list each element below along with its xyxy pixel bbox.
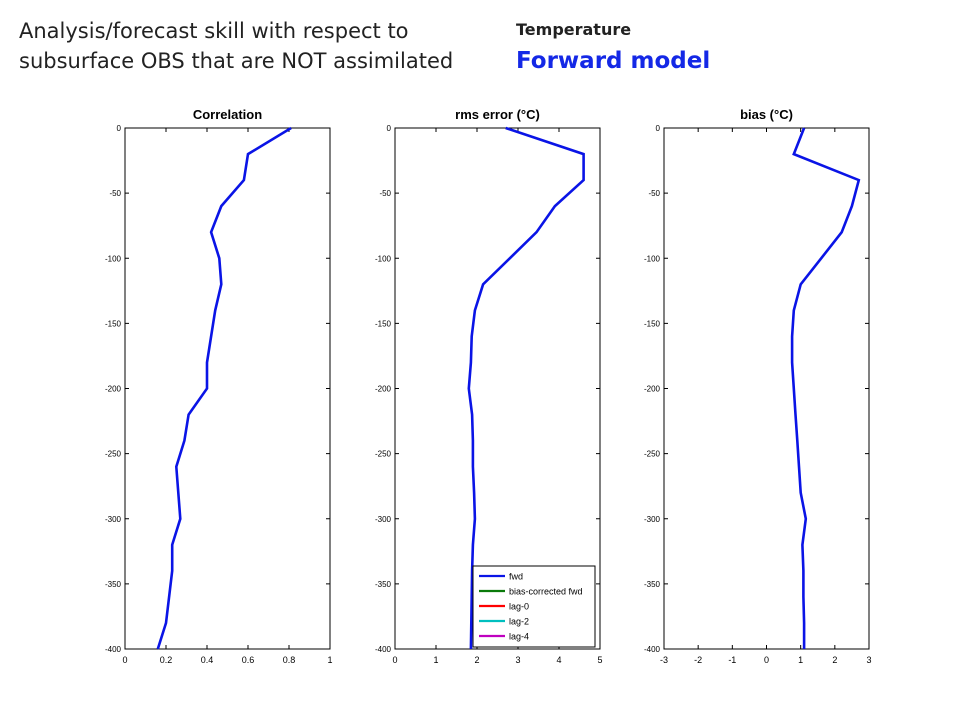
y-tick-label: -200 bbox=[644, 385, 661, 394]
y-tick-label: -250 bbox=[375, 450, 392, 459]
x-tick-label: 3 bbox=[866, 655, 871, 665]
y-tick-label: -200 bbox=[375, 385, 392, 394]
legend-label: lag-0 bbox=[509, 602, 529, 612]
y-tick-label: -150 bbox=[644, 319, 661, 328]
x-tick-label: -2 bbox=[694, 655, 702, 665]
legend-label: lag-2 bbox=[509, 617, 529, 627]
x-tick-label: 3 bbox=[515, 655, 520, 665]
x-tick-label: 5 bbox=[597, 655, 602, 665]
y-tick-label: -50 bbox=[648, 189, 660, 198]
y-tick-label: -300 bbox=[105, 515, 122, 524]
y-tick-label: -400 bbox=[105, 645, 122, 654]
y-tick-label: 0 bbox=[656, 124, 661, 133]
plot-frame bbox=[663, 127, 870, 650]
x-tick-label: 4 bbox=[556, 655, 561, 665]
y-tick-label: -100 bbox=[105, 254, 122, 263]
x-tick-label: 0.6 bbox=[242, 655, 255, 665]
x-tick-label: 0.2 bbox=[160, 655, 173, 665]
y-tick-label: -200 bbox=[105, 385, 122, 394]
y-tick-label: 0 bbox=[117, 124, 122, 133]
x-tick-label: 1 bbox=[798, 655, 803, 665]
headline-line-2: subsurface OBS that are NOT assimilated bbox=[19, 49, 454, 73]
series-line-fwd bbox=[467, 126, 585, 650]
chart-panel: Correlation 0 -50 -100 -150 -200 -250 -300 -350 -… bbox=[105, 107, 333, 665]
chart-panel: rms error (°C) 0 -50 -100 -150 -200 -250 -300 -3… bbox=[375, 107, 603, 665]
y-tick-label: -400 bbox=[375, 645, 392, 654]
x-tick-label: 1 bbox=[433, 655, 438, 665]
y-tick-label: -300 bbox=[644, 515, 661, 524]
y-tick-label: 0 bbox=[387, 124, 392, 133]
y-tick-label: -350 bbox=[375, 580, 392, 589]
x-tick-label: 2 bbox=[474, 655, 479, 665]
x-tick-label: 1 bbox=[327, 655, 332, 665]
chart-panel: bias (°C) 0 -50 -100 -150 -200 -250 -300 -350 -40… bbox=[644, 107, 872, 665]
y-tick-label: -150 bbox=[105, 319, 122, 328]
y-tick-label: -50 bbox=[109, 189, 121, 198]
legend-label: fwd bbox=[509, 572, 523, 582]
x-tick-label: -3 bbox=[660, 655, 668, 665]
legend: fwd bias-corrected fwd lag-0 lag-2 lag-4 bbox=[472, 565, 596, 648]
x-tick-label: -1 bbox=[728, 655, 736, 665]
y-tick-label: -300 bbox=[375, 515, 392, 524]
y-tick-label: -50 bbox=[379, 189, 391, 198]
headline-line-1: Analysis/forecast skill with respect to bbox=[19, 19, 409, 43]
x-tick-label: 0.8 bbox=[283, 655, 296, 665]
y-tick-label: -100 bbox=[644, 254, 661, 263]
y-tick-label: -150 bbox=[375, 319, 392, 328]
x-tick-label: 0 bbox=[122, 655, 127, 665]
y-tick-label: -400 bbox=[644, 645, 661, 654]
model-label: Forward model bbox=[516, 48, 711, 74]
chart-title: bias (°C) bbox=[740, 107, 793, 122]
slide-headline: Analysis/forecast skill with respect to … bbox=[19, 16, 453, 76]
variable-label: Temperature bbox=[516, 20, 632, 39]
y-tick-label: -250 bbox=[105, 450, 122, 459]
y-tick-label: -350 bbox=[644, 580, 661, 589]
x-tick-label: 2 bbox=[832, 655, 837, 665]
x-tick-label: 0 bbox=[764, 655, 769, 665]
y-tick-label: -250 bbox=[644, 450, 661, 459]
x-tick-label: 0.4 bbox=[201, 655, 214, 665]
y-tick-label: -100 bbox=[375, 254, 392, 263]
y-tick-label: -350 bbox=[105, 580, 122, 589]
chart-title: rms error (°C) bbox=[455, 107, 540, 122]
x-tick-label: 0 bbox=[392, 655, 397, 665]
plot-frame bbox=[124, 127, 331, 650]
chart-title: Correlation bbox=[193, 107, 262, 122]
legend-label: bias-corrected fwd bbox=[509, 587, 583, 597]
legend-label: lag-4 bbox=[509, 632, 529, 642]
series-line-fwd bbox=[790, 127, 861, 649]
series-line-fwd bbox=[156, 126, 292, 650]
